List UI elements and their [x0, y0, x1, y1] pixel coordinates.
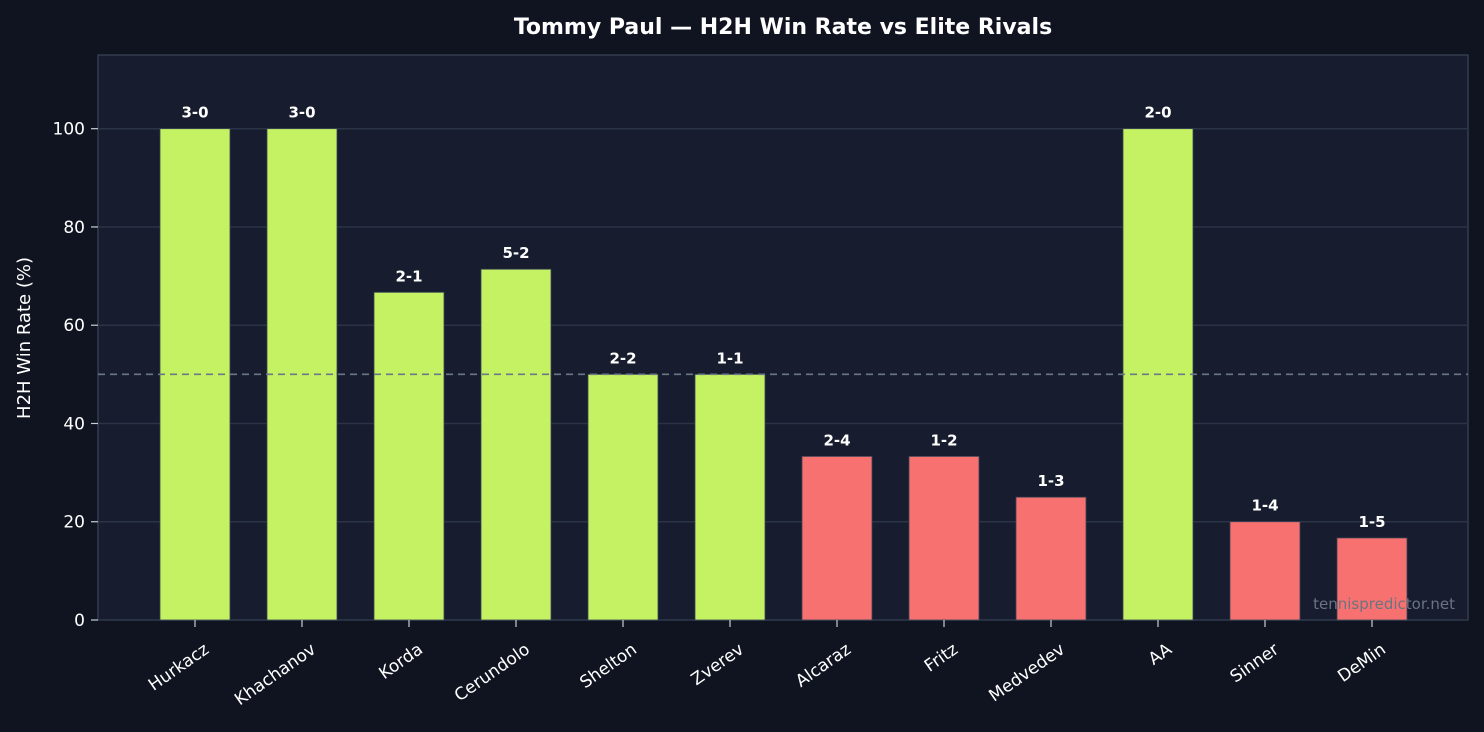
- bar-medvedev: [1015, 496, 1087, 621]
- data-label: 5-2: [502, 244, 529, 262]
- bar-alcaraz: [801, 455, 873, 621]
- bar-cerundolo: [480, 268, 552, 621]
- y-axis: 0 20 40 60 80 100: [53, 120, 98, 631]
- data-labels: 3-0 3-0 2-1 5-2 2-2 1-1 2-4 1-2 1-3 2-0 1-4 1-5: [181, 104, 1385, 531]
- y-tick-label: 100: [53, 120, 85, 140]
- data-label: 2-4: [823, 431, 850, 449]
- chart-title: Tommy Paul — H2H Win Rate vs Elite Rival…: [514, 15, 1052, 40]
- data-label: 1-1: [716, 349, 743, 367]
- watermark: tennispredictor.net: [1313, 595, 1455, 613]
- data-label: 3-0: [181, 104, 208, 122]
- data-label: 1-5: [1358, 513, 1385, 531]
- y-tick-label: 60: [63, 316, 85, 336]
- bar-sinner: [1229, 521, 1301, 621]
- data-label: 3-0: [288, 104, 315, 122]
- y-axis-label: H2H Win Rate (%): [14, 257, 35, 419]
- data-label: 2-2: [609, 349, 636, 367]
- data-label: 2-0: [1144, 104, 1171, 122]
- bar-fritz: [908, 455, 980, 621]
- data-label: 1-2: [930, 431, 957, 449]
- y-tick-label: 0: [74, 611, 85, 631]
- bar-korda: [373, 291, 445, 621]
- bar-zverev: [694, 373, 766, 621]
- y-tick-label: 40: [63, 414, 85, 434]
- data-label: 1-3: [1037, 472, 1064, 490]
- y-tick-label: 80: [63, 218, 85, 238]
- bar-shelton: [587, 373, 659, 621]
- y-tick-label: 20: [63, 513, 85, 533]
- data-label: 2-1: [395, 267, 422, 285]
- bar-demin: [1336, 537, 1408, 621]
- data-label: 1-4: [1251, 497, 1278, 515]
